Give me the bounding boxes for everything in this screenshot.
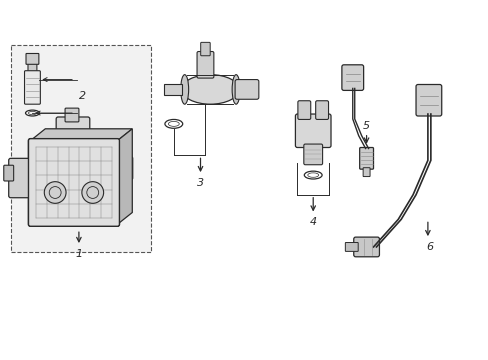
FancyBboxPatch shape xyxy=(359,148,373,169)
FancyBboxPatch shape xyxy=(363,168,369,176)
Circle shape xyxy=(44,182,66,203)
FancyBboxPatch shape xyxy=(341,65,363,90)
FancyBboxPatch shape xyxy=(297,101,310,120)
FancyBboxPatch shape xyxy=(56,117,90,143)
FancyBboxPatch shape xyxy=(65,108,79,122)
FancyBboxPatch shape xyxy=(4,165,14,181)
Ellipse shape xyxy=(181,75,188,104)
FancyBboxPatch shape xyxy=(26,54,39,64)
Text: 6: 6 xyxy=(426,242,432,252)
Text: 2: 2 xyxy=(79,91,86,101)
Bar xyxy=(11,45,151,252)
FancyBboxPatch shape xyxy=(415,85,441,116)
FancyBboxPatch shape xyxy=(345,243,358,251)
FancyBboxPatch shape xyxy=(303,144,322,165)
Circle shape xyxy=(81,182,103,203)
Text: 4: 4 xyxy=(309,217,316,228)
FancyBboxPatch shape xyxy=(24,71,41,104)
FancyBboxPatch shape xyxy=(28,139,119,226)
FancyBboxPatch shape xyxy=(353,237,379,257)
Polygon shape xyxy=(117,129,132,224)
FancyBboxPatch shape xyxy=(197,51,213,78)
FancyBboxPatch shape xyxy=(28,139,119,226)
Ellipse shape xyxy=(232,75,240,104)
FancyBboxPatch shape xyxy=(200,42,210,56)
Polygon shape xyxy=(163,84,182,95)
FancyBboxPatch shape xyxy=(9,158,34,198)
Text: 1: 1 xyxy=(75,249,82,259)
Polygon shape xyxy=(30,129,132,141)
FancyBboxPatch shape xyxy=(315,101,328,120)
FancyBboxPatch shape xyxy=(295,114,330,148)
Text: 5: 5 xyxy=(362,121,369,131)
FancyBboxPatch shape xyxy=(28,61,37,72)
Ellipse shape xyxy=(182,75,239,104)
FancyBboxPatch shape xyxy=(114,157,133,180)
FancyBboxPatch shape xyxy=(235,80,258,99)
Text: 3: 3 xyxy=(197,178,203,188)
Circle shape xyxy=(44,182,66,203)
Circle shape xyxy=(81,182,103,203)
